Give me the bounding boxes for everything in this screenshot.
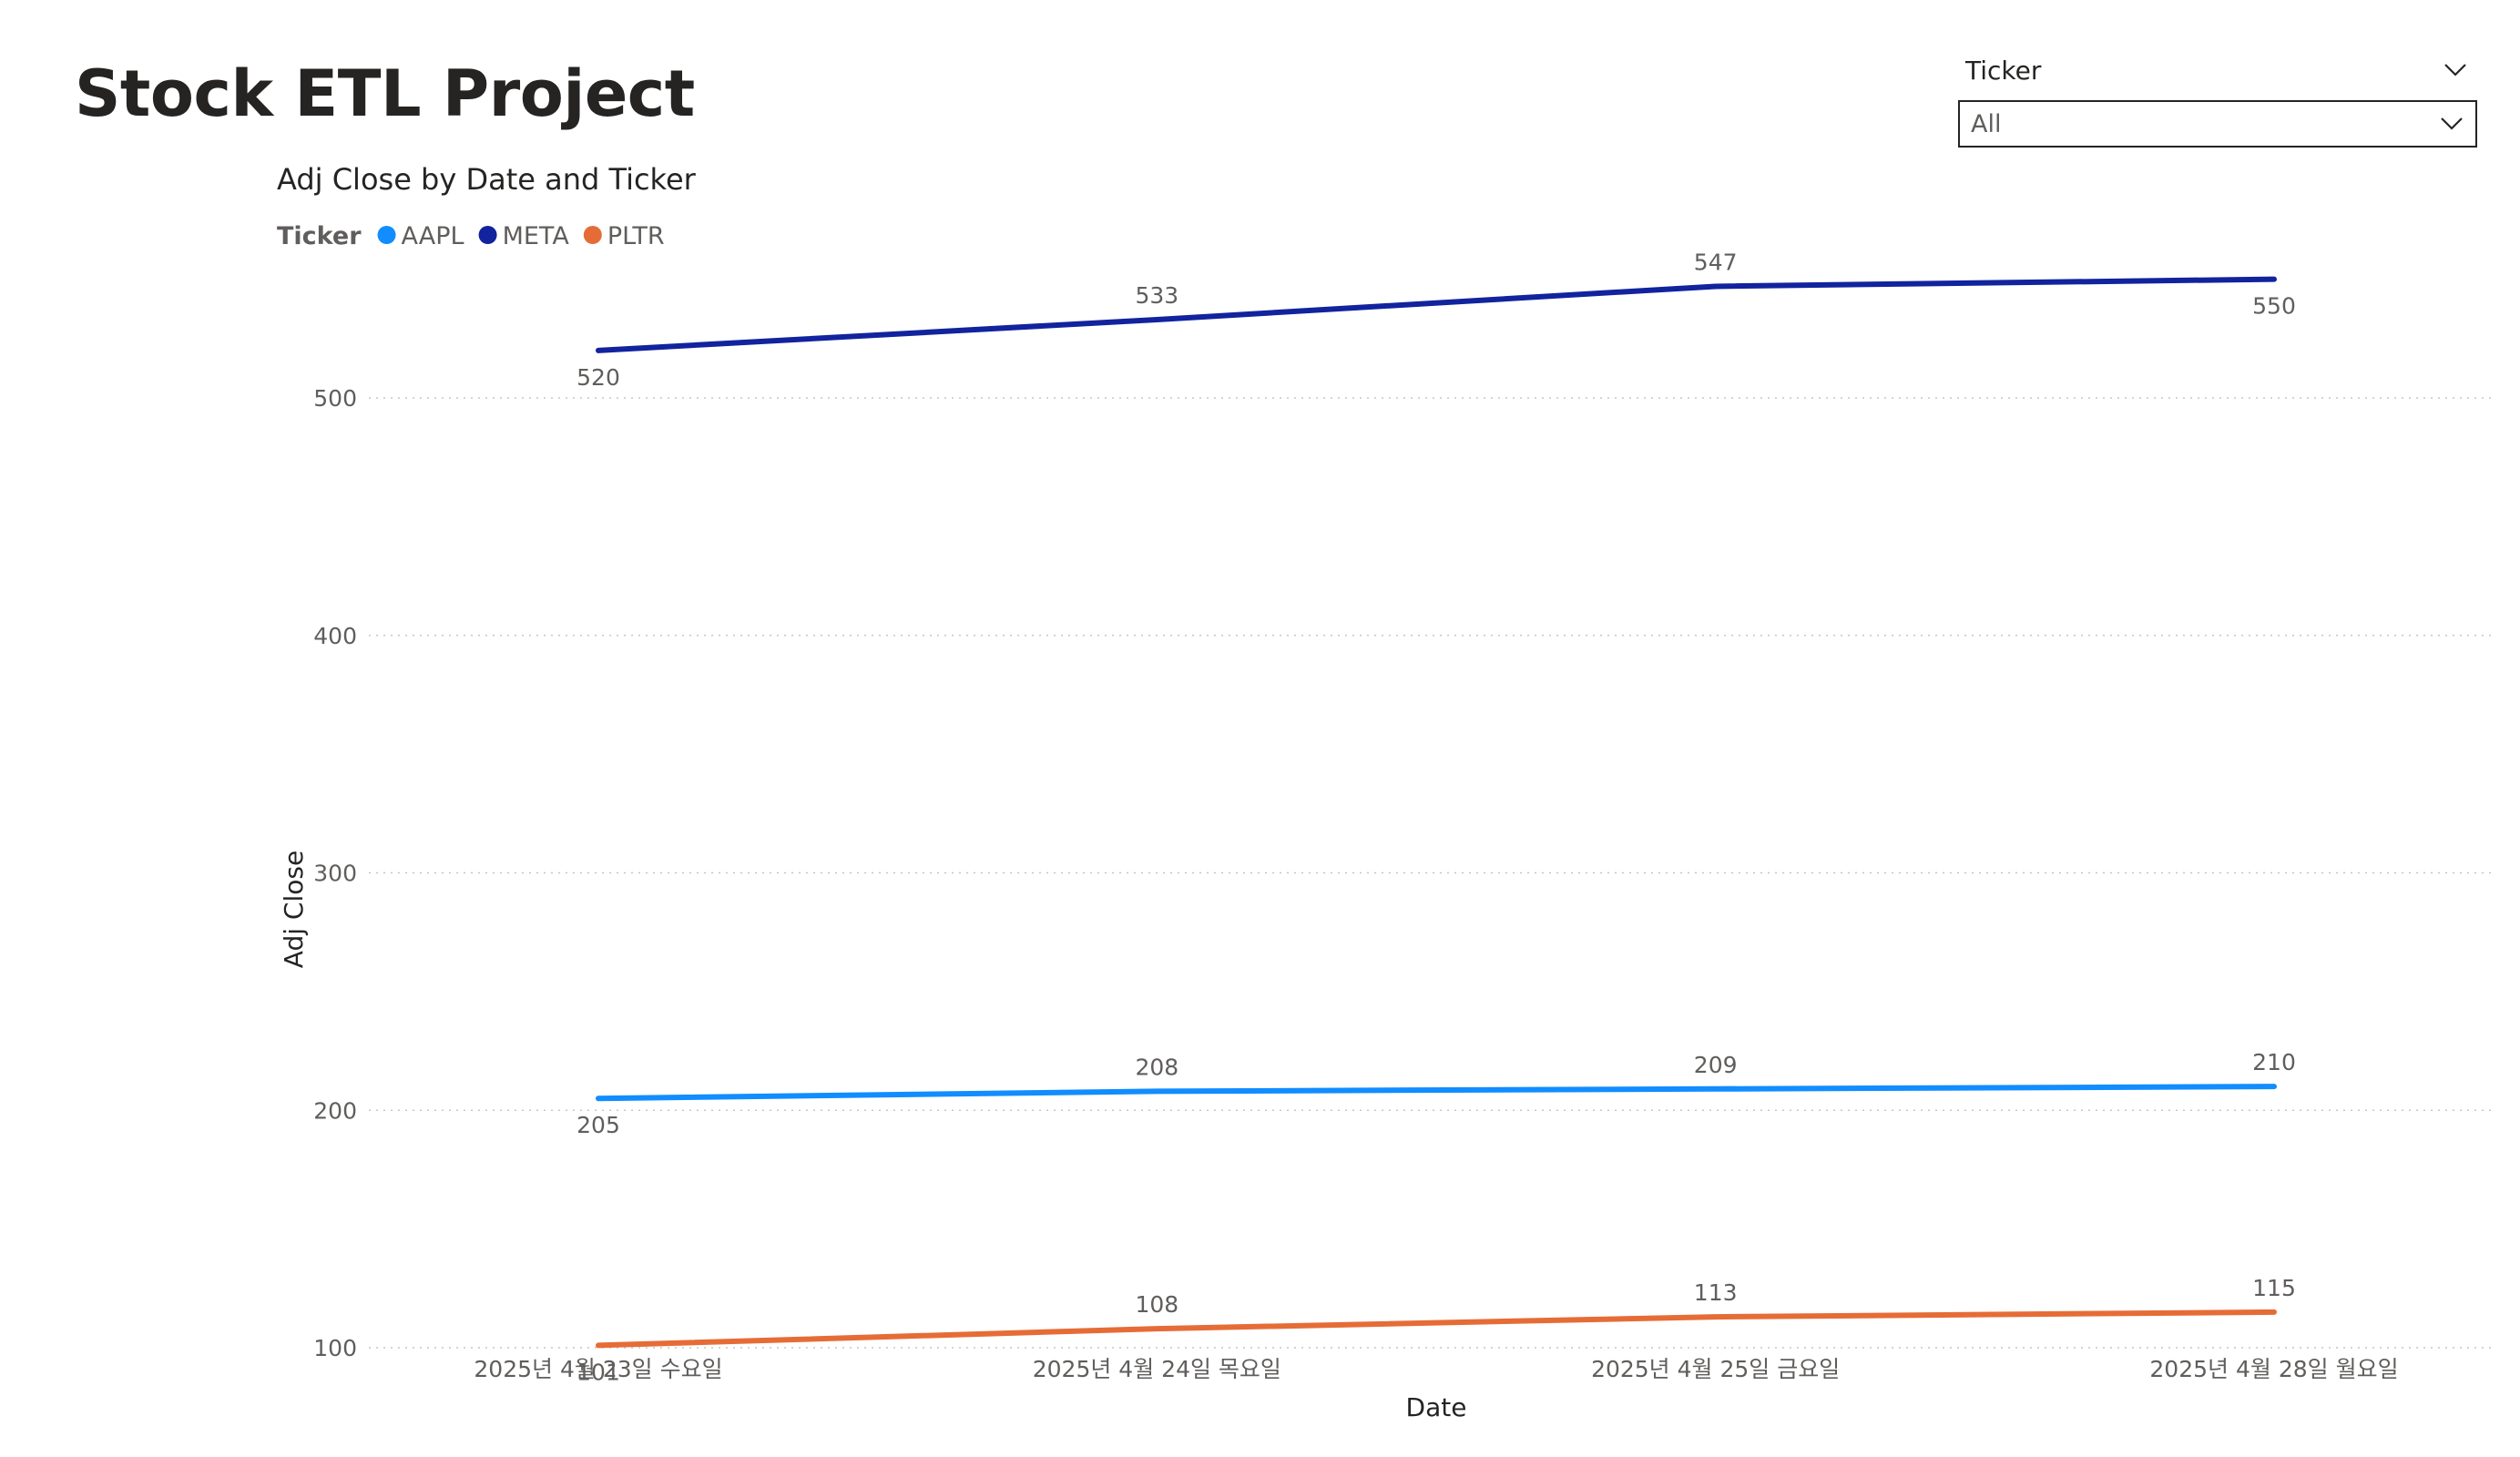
series-line-meta (598, 280, 2274, 351)
y-tick-label-400: 400 (313, 623, 357, 649)
data-label-aapl-1: 205 (576, 1112, 620, 1138)
y-tick-label-500: 500 (313, 385, 357, 412)
series-line-pltr (598, 1312, 2274, 1346)
data-label-meta-2: 533 (1135, 282, 1178, 309)
data-label-pltr-2: 108 (1135, 1291, 1178, 1318)
y-tick-label-300: 300 (313, 861, 357, 887)
y-tick-label-200: 200 (313, 1097, 357, 1124)
data-label-meta-3: 547 (1694, 249, 1738, 275)
data-label-pltr-3: 113 (1694, 1279, 1738, 1306)
x-tick-label-3: 2025년 4월 25일 금요일 (1591, 1356, 1840, 1382)
legend-marker-aapl (378, 226, 396, 244)
legend-label-pltr: PLTR (607, 222, 665, 250)
y-tick-label-100: 100 (313, 1335, 357, 1361)
x-axis-title: Date (1406, 1392, 1467, 1422)
data-label-aapl-3: 209 (1694, 1052, 1738, 1078)
x-tick-label-2: 2025년 4월 24일 목요일 (1033, 1356, 1281, 1382)
legend-marker-pltr (584, 226, 602, 244)
x-tick-label-4: 2025년 4월 28일 월요일 (2149, 1356, 2398, 1382)
data-label-meta-4: 550 (2252, 293, 2296, 320)
legend-marker-meta (479, 226, 497, 244)
data-label-meta-1: 520 (576, 364, 620, 391)
data-label-aapl-4: 210 (2252, 1049, 2296, 1075)
data-label-pltr-1: 101 (576, 1359, 620, 1385)
legend-label-meta: META (503, 222, 570, 250)
data-label-pltr-4: 115 (2252, 1275, 2296, 1301)
legend-label-aapl: AAPL (402, 222, 464, 250)
data-label-aapl-2: 208 (1135, 1054, 1178, 1080)
series-line-aapl (598, 1086, 2274, 1098)
legend-title: Ticker (277, 222, 362, 250)
chart-title: Adj Close by Date and Ticker (277, 162, 697, 197)
y-axis-title: Adj Close (279, 851, 309, 968)
